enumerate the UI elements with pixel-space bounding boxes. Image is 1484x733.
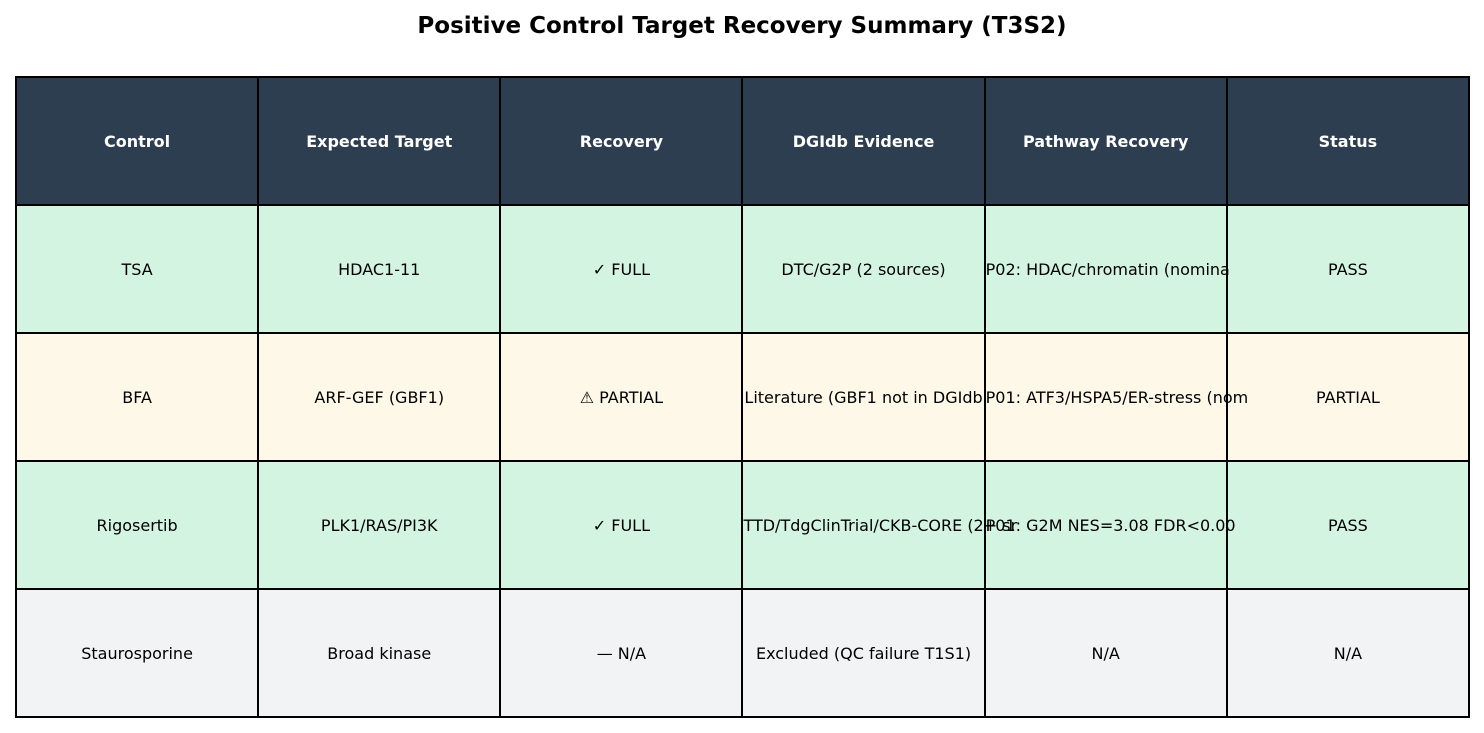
cell-expected-target: ARF-GEF (GBF1) [257, 332, 502, 462]
cell-dgidb-evidence: Excluded (QC failure T1S1) [741, 588, 986, 718]
table-row: TSA HDAC1-11 ✓ FULL DTC/G2P (2 sources) … [14, 204, 1471, 334]
cell-dgidb-evidence: DTC/G2P (2 sources) [741, 204, 986, 334]
column-header-expected-target: Expected Target [257, 76, 502, 206]
table-row: Staurosporine Broad kinase — N/A Exclude… [14, 588, 1471, 718]
cell-recovery: ✓ FULL [499, 460, 744, 590]
cell-pathway-recovery: N/A [983, 588, 1228, 718]
cell-status: PASS [1225, 204, 1471, 334]
cell-expected-target: Broad kinase [257, 588, 502, 718]
summary-table: Control Expected Target Recovery DGIdb E… [14, 76, 1471, 718]
cell-pathway-recovery: P01: ATF3/HSPA5/ER-stress (nom [983, 332, 1248, 462]
cell-control: Staurosporine [14, 588, 260, 718]
header-row: Control Expected Target Recovery DGIdb E… [14, 76, 1471, 206]
chart-title: Positive Control Target Recovery Summary… [417, 13, 1067, 39]
cell-control: Rigosertib [14, 460, 260, 590]
cell-status: PASS [1225, 460, 1471, 590]
cell-recovery: ⚠ PARTIAL [499, 332, 744, 462]
cell-status: PARTIAL [1225, 332, 1471, 462]
column-header-status: Status [1225, 76, 1471, 206]
cell-expected-target: PLK1/RAS/PI3K [257, 460, 502, 590]
cell-recovery: ✓ FULL [499, 204, 744, 334]
cell-control: BFA [14, 332, 260, 462]
column-header-control: Control [14, 76, 260, 206]
table-row: BFA ARF-GEF (GBF1) ⚠ PARTIAL Literature … [14, 332, 1471, 462]
cell-pathway-recovery: P01: G2M NES=3.08 FDR<0.00 [983, 460, 1236, 590]
cell-status: N/A [1225, 588, 1471, 718]
column-header-recovery: Recovery [499, 76, 744, 206]
cell-control: TSA [14, 204, 260, 334]
cell-pathway-recovery: P02: HDAC/chromatin (nomina [983, 204, 1230, 334]
column-header-pathway-recovery: Pathway Recovery [983, 76, 1228, 206]
cell-dgidb-evidence: TTD/TdgClinTrial/CKB-CORE (2+ sr [741, 460, 1017, 590]
table-row: Rigosertib PLK1/RAS/PI3K ✓ FULL TTD/TdgC… [14, 460, 1471, 590]
cell-expected-target: HDAC1-11 [257, 204, 502, 334]
cell-dgidb-evidence: Literature (GBF1 not in DGIdb [741, 332, 986, 462]
column-header-dgidb-evidence: DGIdb Evidence [741, 76, 986, 206]
cell-recovery: — N/A [499, 588, 744, 718]
